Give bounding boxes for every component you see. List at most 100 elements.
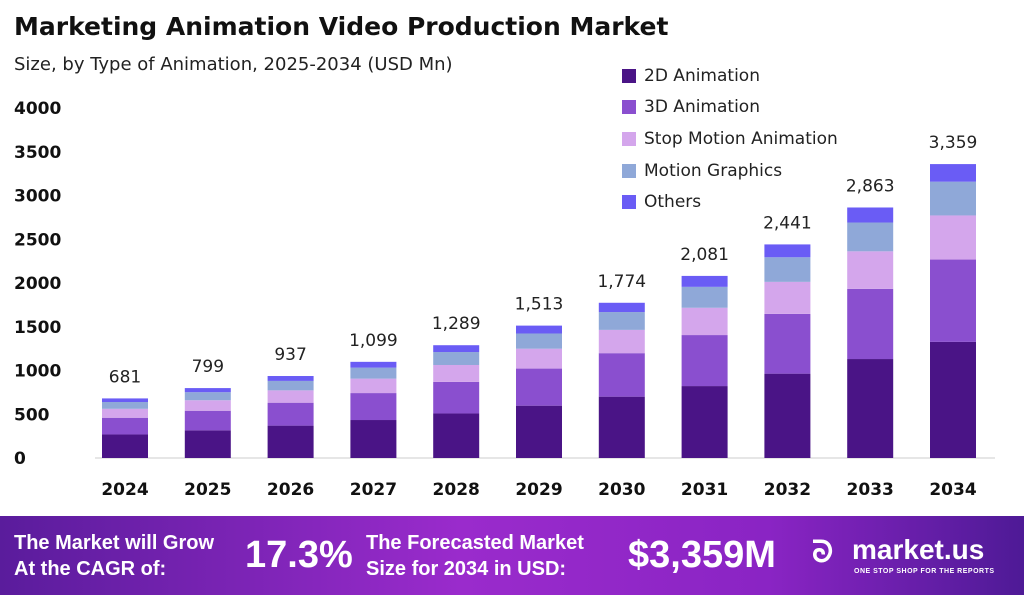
x-tick-label: 2029 <box>515 480 562 500</box>
bar-segment <box>102 398 148 402</box>
bar-segment <box>681 307 728 336</box>
total-label: 1,099 <box>349 331 398 351</box>
y-tick-label: 1500 <box>14 318 61 338</box>
logo-tagline: ONE STOP SHOP FOR THE REPORTS <box>854 568 995 575</box>
y-tick-label: 3500 <box>14 143 61 163</box>
bar-segment <box>184 392 231 401</box>
bar-segment <box>184 388 231 393</box>
bar-segment <box>350 378 397 394</box>
x-tick-label: 2034 <box>929 480 976 500</box>
bar-segment <box>184 400 231 411</box>
bar-segment <box>350 393 397 421</box>
x-tick-label: 2030 <box>598 480 645 500</box>
x-tick-label: 2026 <box>267 480 314 500</box>
bar-segment <box>847 359 894 458</box>
bar-segment <box>350 361 397 368</box>
total-label: 3,359 <box>929 133 978 153</box>
cagr-label: The Market will Grow At the CAGR of: <box>14 530 214 582</box>
legend-swatch <box>622 100 636 115</box>
bar-segment <box>847 207 894 223</box>
bar-segment <box>433 345 480 353</box>
bar-segment <box>764 313 811 374</box>
bar-segment <box>102 408 148 418</box>
legend-item: Others <box>622 186 838 218</box>
bar-segment <box>764 281 811 314</box>
legend-swatch <box>622 68 636 83</box>
bar-segment <box>102 434 148 458</box>
bar-segment <box>930 259 976 342</box>
bar-segment <box>184 410 231 431</box>
bar-segment <box>764 257 811 282</box>
y-tick-label: 1000 <box>14 362 61 382</box>
legend-label: Motion Graphics <box>644 160 783 181</box>
x-tick-label: 2028 <box>433 480 480 500</box>
logo-text: market.us <box>852 534 985 565</box>
bar-segment <box>267 425 314 458</box>
y-tick-label: 0 <box>14 449 26 469</box>
bar-segment <box>267 402 314 426</box>
x-tick-label: 2027 <box>350 480 397 500</box>
bar-segment <box>847 288 894 360</box>
x-tick-label: 2024 <box>101 480 148 500</box>
legend-swatch <box>622 131 636 146</box>
bar-segment <box>847 222 894 252</box>
bar-segment <box>267 376 314 381</box>
y-tick-label: 2000 <box>14 274 61 294</box>
bar-segment <box>847 251 894 289</box>
bar-segment <box>598 312 645 330</box>
total-label: 1,289 <box>432 314 481 334</box>
bar-segment <box>102 417 148 435</box>
logo-icon: ᘐ <box>812 536 834 569</box>
bar-segment <box>764 373 811 458</box>
legend-swatch <box>622 163 636 178</box>
cagr-label-line2: At the CAGR of: <box>14 558 167 580</box>
forecast-label: The Forecasted Market Size for 2034 in U… <box>366 530 584 582</box>
bar-segment <box>930 341 976 458</box>
forecast-label-line1: The Forecasted Market <box>366 532 584 554</box>
total-label: 681 <box>109 367 141 387</box>
y-tick-label: 2500 <box>14 230 61 250</box>
bar-segment <box>433 352 480 365</box>
legend-item: 2D Animation <box>622 60 838 92</box>
legend: 2D Animation 3D Animation Stop Motion Anim… <box>622 60 838 218</box>
bar-segment <box>267 380 314 391</box>
bar-segment <box>681 386 728 458</box>
x-tick-label: 2032 <box>764 480 811 500</box>
legend-label: 2D Animation <box>644 65 760 86</box>
chart-subtitle: Size, by Type of Animation, 2025-2034 (U… <box>14 54 453 75</box>
legend-swatch <box>622 195 636 210</box>
bar-segment <box>598 329 645 354</box>
x-tick-label: 2033 <box>847 480 894 500</box>
bar-segment <box>598 353 645 397</box>
bar-segment <box>516 333 562 349</box>
total-label: 937 <box>274 345 306 365</box>
bar-segment <box>516 348 562 369</box>
footer-banner: The Market will Grow At the CAGR of: 17.… <box>0 516 1024 595</box>
legend-item: 3D Animation <box>622 92 838 124</box>
forecast-label-line2: Size for 2034 in USD: <box>366 558 567 580</box>
bar-segment <box>930 164 976 182</box>
y-tick-label: 3000 <box>14 187 61 207</box>
bar-segment <box>516 368 562 406</box>
bar-segment <box>598 302 645 313</box>
legend-label: Others <box>644 192 702 213</box>
forecast-value: $3,359M <box>628 534 776 576</box>
bar-segment <box>516 405 562 458</box>
total-label: 799 <box>192 357 224 377</box>
stacked-bar-chart: 0 500 1000 1500 2000 2500 3000 3500 4000 681 2024 7… <box>14 99 995 500</box>
bar-segment <box>930 181 976 216</box>
total-label: 2,863 <box>846 176 895 196</box>
bar-segment <box>930 215 976 260</box>
bar-segment <box>681 335 728 387</box>
cagr-label-line1: The Market will Grow <box>14 532 215 554</box>
total-label: 1,774 <box>597 272 646 292</box>
x-tick-label: 2025 <box>184 480 231 500</box>
total-label: 1,513 <box>515 295 564 315</box>
total-label: 2,441 <box>763 213 812 233</box>
bar-segment <box>598 396 645 458</box>
bar-segment <box>267 390 314 403</box>
legend-item: Motion Graphics <box>622 155 838 187</box>
legend-label: Stop Motion Animation <box>644 128 838 149</box>
bar-segment <box>681 286 728 308</box>
bar-segment <box>350 367 397 379</box>
